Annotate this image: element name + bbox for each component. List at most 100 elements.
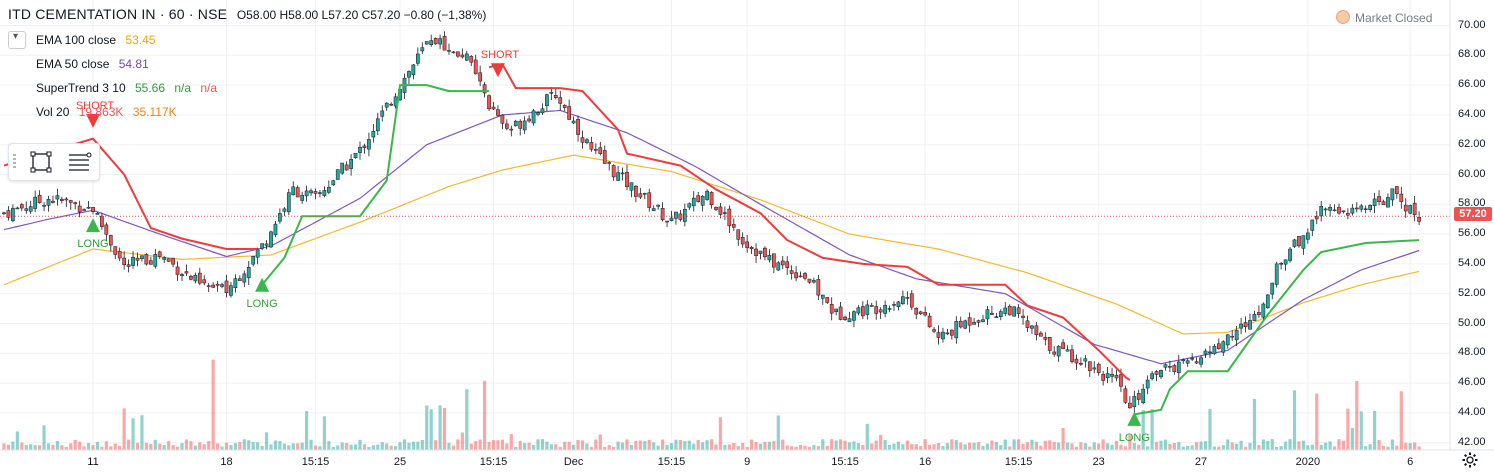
candle: [812, 277, 816, 284]
candle: [456, 51, 460, 58]
volume-bar: [487, 441, 491, 450]
candle: [874, 300, 879, 320]
volume-bar: [638, 440, 642, 450]
volume-bar: [202, 444, 206, 450]
volume-bar: [456, 439, 460, 450]
candle: [927, 312, 932, 328]
volume-bar: [1413, 442, 1417, 450]
candle: [869, 302, 874, 307]
volume-bar: [273, 440, 278, 450]
volume-bar: [349, 444, 353, 450]
candle: [914, 307, 919, 320]
indicator-volume[interactable]: Vol 20 19.863K 35.117K: [36, 105, 177, 119]
volume-bar: [305, 411, 309, 450]
rectangle-tool-button[interactable]: [27, 148, 55, 176]
candle: [282, 207, 287, 216]
toolbox-drag-handle[interactable]: [13, 154, 16, 170]
price-tick-label: 44.00: [1458, 405, 1486, 418]
candle: [416, 47, 420, 66]
candle: [193, 272, 198, 284]
volume-bar: [1123, 446, 1127, 450]
candle: [68, 199, 73, 210]
indicator-supertrend[interactable]: SuperTrend 3 10 55.66 n/a n/a: [36, 81, 217, 95]
gear-icon[interactable]: [1461, 451, 1479, 469]
volume-bar: [46, 443, 51, 450]
candle: [1172, 363, 1177, 375]
time-tick-label: 15:15: [479, 456, 508, 468]
candle: [255, 247, 260, 265]
volume-bar: [665, 444, 669, 450]
candle: [384, 102, 389, 111]
candle: [758, 250, 763, 260]
collapse-legend-button[interactable]: ▾: [8, 31, 26, 49]
volume-bars: [2, 359, 1421, 450]
candle: [229, 282, 233, 298]
time-tick-label: Dec: [563, 456, 584, 468]
volume-bar: [385, 443, 389, 450]
candle: [367, 132, 371, 157]
candle: [1279, 261, 1284, 270]
volume-bar: [558, 446, 562, 450]
volume-bar: [313, 445, 318, 450]
price-tick-label: 52.00: [1458, 286, 1486, 299]
candle: [967, 312, 972, 333]
volume-bar: [242, 439, 246, 450]
candle: [825, 296, 830, 305]
time-tick-label: 15:15: [831, 456, 859, 468]
volume-bar: [1270, 439, 1274, 450]
volume-bar: [705, 440, 709, 450]
candle: [642, 192, 647, 200]
volume-bar: [291, 443, 295, 450]
indicator-ema50[interactable]: EMA 50 close 54.81: [36, 57, 149, 71]
volume-bar: [874, 440, 878, 450]
candle: [1030, 325, 1034, 334]
volume-bar: [469, 443, 473, 450]
candle: [1163, 363, 1168, 371]
price-tick-label: 50.00: [1458, 316, 1486, 329]
market-status[interactable]: Market Closed: [1336, 10, 1432, 25]
volume-bar: [1319, 444, 1323, 450]
volume-bar: [518, 440, 522, 450]
volume-bar: [714, 444, 718, 450]
ohlc-values: O58.00 H58.00 L57.20 C57.20 −0.80 (−1,38…: [236, 8, 487, 22]
volume-bar: [389, 445, 393, 450]
volume-bar: [483, 380, 487, 450]
volume-bar: [825, 445, 829, 450]
candle: [407, 70, 411, 84]
candle: [313, 188, 318, 200]
volume-bar: [563, 441, 567, 450]
volume-bar: [1284, 441, 1288, 450]
symbol-title[interactable]: ITD CEMENTATION IN · 60 · NSE: [8, 6, 228, 22]
volume-bar: [438, 405, 442, 450]
candle: [691, 191, 696, 212]
indicator-ema100[interactable]: EMA 100 close 53.45: [36, 33, 155, 47]
lines-tool-button[interactable]: [65, 148, 93, 176]
volume-bar: [371, 445, 375, 450]
candle: [634, 184, 638, 203]
volume-bar: [407, 442, 411, 450]
volume-bar: [887, 444, 892, 450]
candle: [82, 208, 86, 211]
volume-bar: [20, 442, 24, 450]
candle: [438, 34, 442, 50]
volume-bar: [798, 444, 803, 450]
volume-bar: [531, 444, 536, 450]
volume-bar: [1061, 427, 1065, 450]
volume-bar: [843, 440, 847, 450]
volume-bar: [941, 446, 945, 450]
volume-bar: [64, 446, 68, 450]
time-tick-label: 15:15: [1004, 456, 1033, 468]
volume-bar: [536, 439, 540, 450]
time-tick-label: 15:15: [301, 456, 330, 468]
candle: [1341, 210, 1346, 214]
candle: [411, 63, 416, 80]
candle: [1128, 396, 1132, 409]
candle: [731, 218, 736, 231]
candle: [518, 119, 523, 136]
indicator-name: EMA 50 close: [36, 57, 110, 71]
ema-50-series: [3, 109, 1420, 365]
volume-bar: [1163, 439, 1168, 450]
candle: [834, 308, 838, 316]
candle: [852, 310, 856, 328]
